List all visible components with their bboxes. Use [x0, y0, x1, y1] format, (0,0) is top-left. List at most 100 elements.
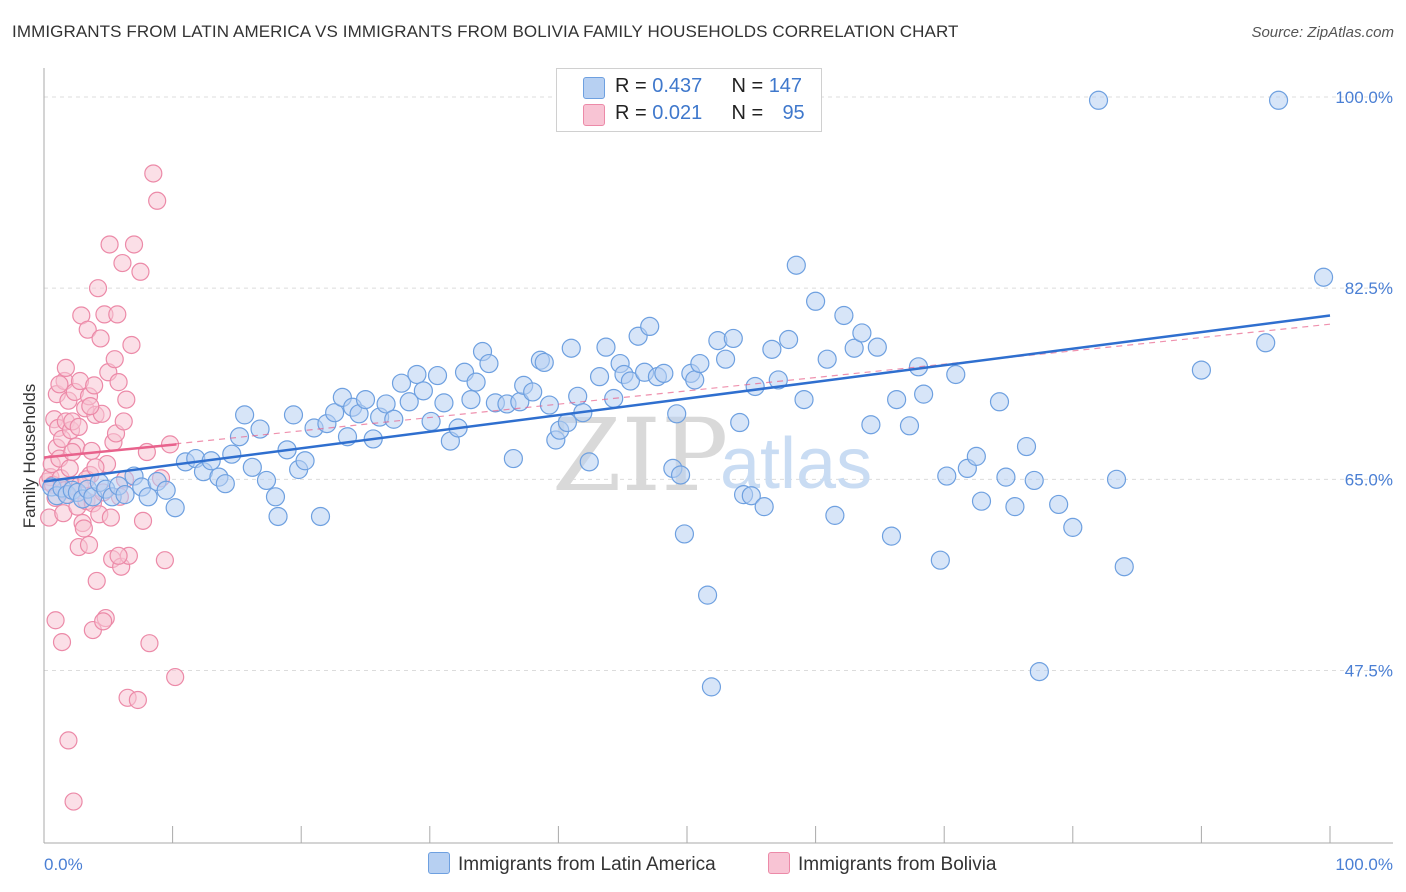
trend-line-latin-america [43, 314, 1331, 483]
data-point-latin-america [399, 392, 419, 412]
data-point-latin-america [996, 467, 1016, 487]
data-point-latin-america [579, 452, 599, 472]
data-point-latin-america [778, 329, 799, 350]
data-point-bolivia [91, 329, 110, 348]
data-point-latin-america [674, 524, 695, 544]
data-point-latin-america [946, 364, 966, 385]
data-point-latin-america [914, 384, 934, 404]
data-point-latin-america [844, 338, 864, 358]
data-point-latin-america [466, 372, 486, 392]
x-tick-label-max: 100.0% [1335, 855, 1393, 874]
data-point-latin-america [115, 485, 135, 505]
data-point-bolivia [52, 632, 72, 652]
data-point-latin-america [899, 416, 920, 436]
data-point-latin-america [1016, 436, 1037, 457]
y-tick-label: 65.0% [1345, 470, 1393, 489]
data-point-latin-america [989, 392, 1010, 412]
data-point-latin-america [355, 389, 376, 410]
data-point-latin-america [427, 365, 448, 386]
data-point-latin-america [421, 411, 441, 432]
legend-n-label: N = [731, 102, 769, 124]
data-point-bolivia [109, 546, 128, 565]
data-point-bolivia [109, 373, 128, 392]
data-point-latin-america [235, 405, 255, 425]
data-point-bolivia [124, 235, 144, 254]
data-point-bolivia [133, 511, 153, 530]
legend-n-value: 147 [768, 75, 803, 97]
data-point-latin-america [667, 404, 687, 424]
data-point-latin-america [295, 451, 315, 471]
data-point-latin-america [479, 353, 499, 374]
y-tick-label: 47.5% [1345, 662, 1393, 681]
data-point-latin-america [1313, 267, 1334, 287]
y-axis-label: Family Households [20, 384, 39, 529]
data-point-latin-america [165, 498, 185, 518]
data-point-latin-america [523, 382, 543, 402]
data-point-latin-america [283, 405, 304, 425]
data-point-bolivia [56, 358, 75, 378]
correlation-legend: R = 0.437 N = 147 R = 0.021 N = 95 [556, 68, 822, 132]
data-point-latin-america [250, 419, 270, 439]
data-point-latin-america [589, 367, 610, 387]
legend-r-label: R = [615, 75, 653, 97]
data-point-latin-america [384, 409, 404, 429]
bottom-legend-label: Immigrants from Latin America [458, 854, 716, 875]
data-point-bolivia [81, 397, 100, 416]
legend-row-latin-america: R = 0.437 N = 147 [615, 75, 802, 98]
data-point-latin-america [1049, 494, 1069, 515]
legend-n-label: N = [731, 75, 769, 97]
data-point-latin-america [852, 323, 872, 343]
data-point-latin-america [741, 486, 761, 506]
data-point-latin-america [376, 394, 396, 414]
data-point-latin-america [310, 506, 331, 527]
data-point-latin-america [1191, 360, 1212, 380]
data-point-latin-america [745, 376, 765, 397]
data-point-bolivia [94, 612, 113, 631]
data-point-latin-america [1005, 497, 1025, 517]
data-point-latin-america [503, 448, 523, 469]
watermark: ZIP atlas [552, 397, 872, 514]
data-point-bolivia [108, 305, 127, 324]
data-point-bolivia [105, 350, 124, 369]
data-point-latin-america [786, 255, 806, 275]
data-point-bolivia [140, 634, 159, 653]
data-point-latin-america [1106, 469, 1127, 489]
data-point-latin-america [768, 370, 788, 390]
data-point-latin-america [256, 470, 277, 491]
bottom-legend-bolivia: Immigrants from Bolivia [768, 852, 997, 876]
trend-line-bolivia [43, 443, 177, 459]
data-point-latin-america [654, 363, 674, 383]
data-point-bolivia [50, 375, 69, 394]
data-point-latin-america [596, 337, 616, 357]
data-point-bolivia [114, 412, 133, 431]
trend-lines [43, 314, 1331, 483]
data-point-latin-america [930, 550, 950, 570]
data-point-latin-america [685, 370, 705, 390]
x-tick-label-min: 0.0% [44, 855, 83, 874]
data-point-latin-america [265, 487, 286, 507]
data-point-latin-america [215, 474, 235, 494]
legend-swatch-blue [583, 77, 605, 99]
data-point-latin-america [715, 349, 736, 369]
data-point-latin-america [620, 371, 641, 391]
data-point-bolivia [148, 191, 167, 210]
data-point-bolivia [85, 376, 104, 395]
data-point-bolivia [63, 442, 82, 462]
data-point-latin-america [762, 339, 782, 359]
data-point-bolivia [79, 535, 99, 554]
legend-r-value: 0.021 [652, 102, 703, 124]
legend-r-label: R = [615, 102, 653, 124]
data-point-bolivia [144, 164, 163, 183]
data-point-latin-america [222, 444, 242, 464]
data-point-latin-america [640, 316, 660, 336]
data-point-latin-america [723, 328, 743, 349]
data-point-latin-america [825, 505, 845, 525]
data-point-bolivia [60, 459, 79, 478]
data-point-bolivia [78, 320, 97, 339]
data-point-bolivia [69, 417, 88, 436]
data-point-bolivia [131, 262, 150, 281]
data-point-latin-america [1114, 557, 1134, 577]
legend-n-value: 95 [782, 102, 805, 124]
data-point-bolivia [46, 611, 65, 630]
